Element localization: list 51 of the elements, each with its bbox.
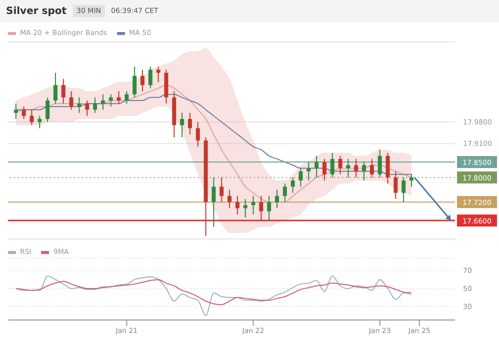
candlestick xyxy=(30,109,34,126)
chart-title: Silver spot xyxy=(6,6,67,16)
candlestick xyxy=(69,90,74,110)
candlestick xyxy=(235,195,240,215)
candlestick xyxy=(85,100,90,116)
candlestick xyxy=(124,90,129,104)
candlestick xyxy=(108,94,113,108)
candlestick xyxy=(338,155,342,175)
candlestick xyxy=(251,195,256,215)
candlestick xyxy=(196,122,200,148)
candlestick xyxy=(38,115,42,129)
candlestick xyxy=(394,170,398,200)
candlestick xyxy=(378,149,382,178)
candlestick xyxy=(116,90,121,104)
candlestick xyxy=(259,195,264,222)
candlestick xyxy=(370,158,374,178)
candlestick xyxy=(228,189,232,209)
line-series xyxy=(15,275,412,316)
candlestick xyxy=(93,96,98,114)
candlestick xyxy=(243,198,248,218)
candlestick xyxy=(188,112,192,135)
candlestick xyxy=(298,168,303,188)
candlestick xyxy=(132,66,137,98)
candlestick xyxy=(14,103,18,120)
candlestick xyxy=(330,152,334,178)
candlestick xyxy=(267,195,272,222)
candlestick xyxy=(386,152,390,184)
candlestick xyxy=(274,189,279,209)
candlestick xyxy=(53,72,58,104)
candlestick xyxy=(306,162,311,182)
line-series xyxy=(15,279,412,306)
candlestick xyxy=(354,158,358,178)
candlestick xyxy=(46,96,50,123)
candlestick xyxy=(220,176,224,203)
candlestick xyxy=(61,78,66,104)
candlestick xyxy=(156,66,160,83)
candlestick xyxy=(409,174,414,188)
candlestick xyxy=(362,162,366,182)
candlestick xyxy=(322,158,326,182)
candlestick xyxy=(282,183,287,203)
candlestick xyxy=(180,112,184,138)
candlestick xyxy=(140,69,144,92)
candlestick xyxy=(314,155,319,178)
candlestick xyxy=(100,94,105,110)
candlestick xyxy=(77,96,82,114)
candlestick xyxy=(148,66,152,89)
candlestick xyxy=(22,106,26,120)
candlestick xyxy=(402,176,406,203)
candlestick xyxy=(212,176,216,228)
candlestick xyxy=(290,176,295,194)
candlestick xyxy=(346,158,350,178)
